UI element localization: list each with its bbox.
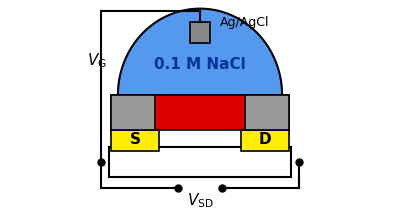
- Bar: [190, 22, 210, 43]
- Bar: [109, 147, 291, 177]
- PathPatch shape: [118, 9, 282, 95]
- Bar: [241, 130, 288, 151]
- Text: 0.1 M NaCl: 0.1 M NaCl: [154, 57, 246, 72]
- Text: D: D: [258, 132, 271, 147]
- Bar: [112, 130, 159, 151]
- Text: S: S: [130, 132, 141, 147]
- Bar: [112, 95, 288, 130]
- Bar: [245, 95, 288, 130]
- Bar: [112, 95, 155, 130]
- Text: $V_{\mathrm{G}}$: $V_{\mathrm{G}}$: [88, 51, 107, 70]
- Text: Ag/AgCl: Ag/AgCl: [220, 16, 269, 29]
- Text: $V_{\mathrm{SD}}$: $V_{\mathrm{SD}}$: [187, 192, 213, 210]
